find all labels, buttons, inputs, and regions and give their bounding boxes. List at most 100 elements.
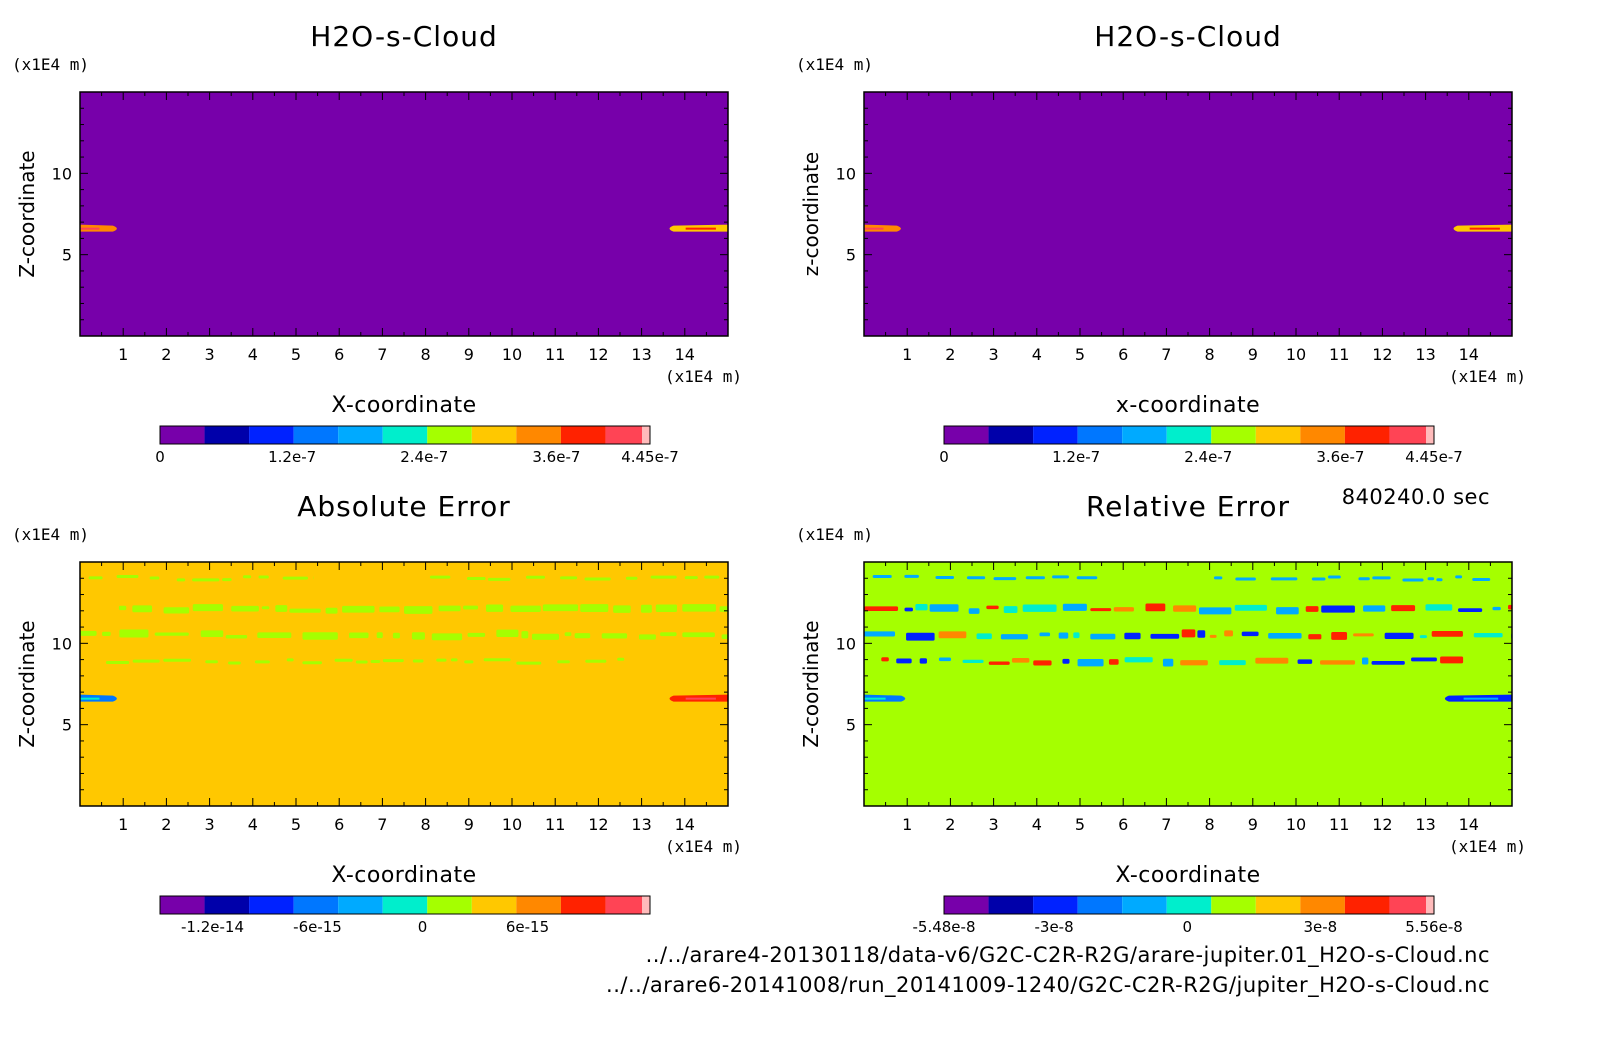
colorbar-swatch — [338, 426, 383, 444]
feature-segment — [1090, 608, 1112, 612]
feature-segment — [919, 658, 927, 664]
x-axis: 1 2 3 4 5 6 7 8 9 10 11 12 13 14 — [101, 92, 707, 364]
colorbar-tick-label: 1.2e-7 — [268, 448, 316, 466]
feature-segment — [904, 574, 919, 578]
feature-segment — [1440, 656, 1464, 664]
y-axis-label: Z-coordinate — [15, 150, 39, 277]
feature-segment — [286, 658, 294, 662]
feature-segment — [1077, 658, 1104, 667]
colorbar-frame — [159, 425, 651, 445]
y-axis: 5 10 — [52, 107, 728, 321]
feature-segment — [557, 660, 570, 664]
heatmap-field — [864, 92, 1512, 336]
colorbar-swatch — [1389, 896, 1426, 914]
feature-segment — [1124, 632, 1141, 640]
feature-segment — [906, 632, 935, 641]
feature-segment — [392, 632, 400, 639]
colorbar-swatch — [1255, 426, 1301, 444]
x-tick-label: 13 — [1415, 815, 1435, 834]
feature-segment — [574, 633, 591, 639]
y-unit-label: (x1E4 m) — [796, 55, 873, 74]
x-tick-label: 2 — [161, 815, 171, 834]
chart-panel-4: Relative Error(x1E4 m)1 2 3 4 5 6 7 8 9 10 11 12 13 1… — [796, 490, 1526, 936]
feature-segment — [1508, 604, 1512, 610]
feature-segment — [149, 576, 160, 580]
feature-segment — [222, 578, 232, 582]
feature-segment — [412, 659, 424, 663]
x-tick-label: 11 — [1329, 815, 1349, 834]
colorbar-swatch — [338, 896, 383, 914]
feature-segment — [986, 605, 999, 610]
feature-segment — [881, 657, 889, 662]
feature-segment — [1073, 632, 1080, 639]
feature-segment — [601, 633, 628, 639]
y-axis: 5 10 — [836, 577, 1512, 791]
feature-segment — [1145, 603, 1166, 612]
y-tick-label: 10 — [52, 634, 72, 653]
feature-segment — [531, 633, 559, 640]
file-path-2: ../../arare6-20141008/run_20141009-1240/… — [606, 973, 1490, 997]
feature-segment — [1363, 605, 1386, 612]
feature-segment — [463, 605, 479, 610]
feature-segment — [1000, 634, 1028, 640]
x-tick-label: 1 — [118, 345, 128, 364]
x-tick-label: 5 — [291, 345, 301, 364]
feature-segment — [1358, 577, 1370, 581]
x-tick-label: 1 — [902, 345, 912, 364]
feature-segment — [962, 659, 984, 664]
feature-segment — [896, 658, 912, 664]
feature-segment — [370, 660, 381, 664]
colorbar-swatch — [249, 896, 294, 914]
feature-segment — [382, 659, 404, 663]
x-tick-label: 12 — [588, 345, 608, 364]
feature-segment — [1268, 632, 1302, 639]
colorbar-swatch — [1077, 426, 1123, 444]
feature-segment — [1472, 578, 1491, 582]
feature-segment — [485, 604, 504, 612]
x-axis-label: x-coordinate — [1116, 393, 1260, 418]
feature-core-7 — [685, 697, 716, 700]
feature-segment — [1320, 660, 1356, 665]
feature-segment — [684, 576, 698, 580]
colorbar-swatch — [293, 426, 339, 444]
colorbar-tick-label: 3e-8 — [1304, 918, 1338, 936]
feature-segment — [682, 632, 715, 638]
feature-segment — [935, 576, 955, 580]
colorbar-swatch — [605, 426, 642, 444]
x-tick-label: 1 — [118, 815, 128, 834]
x-unit-label: (x1E4 m) — [665, 837, 742, 856]
feature-segment — [163, 607, 190, 614]
chart-panel-1: H2O-s-Cloud(x1E4 m)1 2 3 4 5 6 7 8 9 10 11 12 13 1451… — [12, 20, 742, 466]
colorbar-tick-label: 2.4e-7 — [1184, 448, 1232, 466]
feature-segment — [1255, 657, 1289, 664]
feature-segment — [192, 578, 220, 582]
x-tick-label: 6 — [334, 815, 344, 834]
feature-segment — [516, 661, 542, 665]
feature-segment — [1235, 577, 1256, 581]
colorbar-swatch — [249, 426, 294, 444]
colorbar-swatch — [1166, 426, 1212, 444]
colorbar-swatch — [1344, 896, 1390, 914]
feature-segment — [1455, 575, 1463, 579]
feature-segment — [617, 657, 625, 661]
x-tick-label: 8 — [421, 815, 431, 834]
colorbar-swatch — [944, 896, 989, 914]
feature-segment — [721, 634, 728, 639]
feature-band-3 — [864, 603, 1512, 615]
feature-segment — [915, 603, 928, 611]
colorbar-swatch — [160, 896, 205, 914]
colorbar: 0 1.2e-7 2.4e-7 3.6e-7 4.45e-7 — [939, 425, 1463, 466]
feature-segment — [1113, 607, 1134, 612]
feature-segment — [132, 605, 153, 613]
x-tick-label: 14 — [675, 345, 695, 364]
feature-segment — [88, 576, 103, 580]
colorbar-tick-label: 0 — [1182, 918, 1192, 936]
feature-segment — [704, 575, 720, 579]
feature-segment — [993, 577, 1017, 581]
feature-band-1 — [88, 575, 314, 582]
feature-segment — [119, 629, 149, 638]
feature-segment — [154, 632, 189, 636]
colorbar-swatch — [1033, 896, 1078, 914]
feature-segment — [1371, 661, 1405, 665]
colorbar-tick-label: 3.6e-7 — [532, 448, 580, 466]
